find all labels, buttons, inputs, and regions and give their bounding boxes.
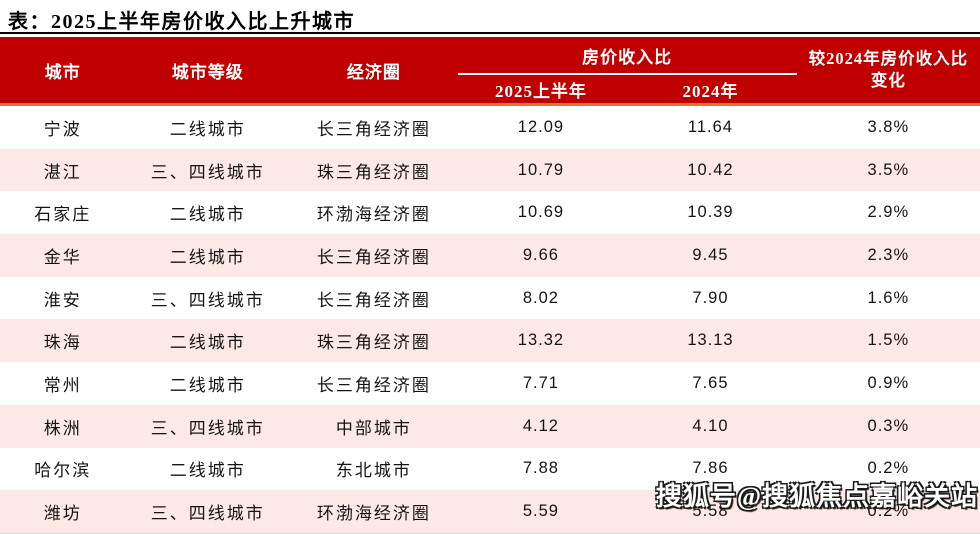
change-cell: 1.5% xyxy=(867,331,910,350)
region-cell: 长三角经济圈 xyxy=(316,290,431,310)
tier-cell: 三、四线城市 xyxy=(150,504,265,524)
region-cell: 珠三角经济圈 xyxy=(316,333,431,353)
city-cell: 潍坊 xyxy=(43,504,82,524)
region-cell: 长三角经济圈 xyxy=(316,247,431,267)
change-cell: 0.2% xyxy=(867,502,910,521)
region-cell: 东北城市 xyxy=(335,461,412,481)
change-cell: 2.9% xyxy=(867,203,910,222)
change-cell: 0.2% xyxy=(867,459,910,478)
change-cell: 3.5% xyxy=(867,160,910,179)
table-row: 宁波 二线城市 长三角经济圈 12.09 11.64 3.8% xyxy=(0,104,980,149)
ratio-2024-cell: 7.90 xyxy=(692,288,729,307)
tier-cell: 三、四线城市 xyxy=(150,418,265,438)
table-header: 城市 城市等级 经济圈 房价收入比 较2024年房价收入比变化 2025上半年 … xyxy=(0,37,980,106)
ratio-2024-cell: 11.64 xyxy=(687,117,733,136)
tier-cell: 二线城市 xyxy=(169,461,246,481)
region-cell: 环渤海经济圈 xyxy=(316,504,431,524)
ratio-2024-cell: 13.13 xyxy=(687,331,734,350)
tier-cell: 二线城市 xyxy=(169,119,246,139)
table-row: 金华 二线城市 长三角经济圈 9.66 9.45 2.3% xyxy=(0,234,980,277)
tier-cell: 二线城市 xyxy=(169,205,246,225)
tier-cell: 二线城市 xyxy=(169,247,246,267)
ratio-2025-cell: 12.09 xyxy=(517,117,565,136)
table-row: 珠海 二线城市 珠三角经济圈 13.32 13.13 1.5% xyxy=(0,319,980,363)
table-row: 常州 二线城市 长三角经济圈 7.71 7.65 0.9% xyxy=(0,362,980,405)
city-cell: 株洲 xyxy=(43,418,82,438)
city-cell: 常州 xyxy=(43,375,82,395)
watermark: 搜狐号@搜狐焦点嘉峪关站 xyxy=(655,482,978,511)
table-row: 湛江 三、四线城市 珠三角经济圈 10.79 10.42 3.5% xyxy=(0,148,980,192)
tier-cell: 二线城市 xyxy=(169,333,246,353)
tier-cell: 三、四线城市 xyxy=(150,162,265,182)
col-header-2024: 2024年 xyxy=(624,74,797,106)
region-cell: 珠三角经济圈 xyxy=(316,162,431,182)
tier-cell: 三、四线城市 xyxy=(150,290,265,310)
col-header-change: 较2024年房价收入比变化 xyxy=(796,37,980,106)
ratio-2025-cell: 9.66 xyxy=(522,245,559,264)
ratio-2025-cell: 8.02 xyxy=(522,288,559,307)
change-cell: 0.3% xyxy=(867,416,910,435)
city-cell: 金华 xyxy=(43,247,82,267)
city-cell: 哈尔滨 xyxy=(34,461,92,481)
col-header-tier: 城市等级 xyxy=(125,37,291,106)
change-cell: 3.8% xyxy=(867,117,910,136)
city-cell: 湛江 xyxy=(43,162,82,182)
page-title: 表：2025上半年房价收入比上升城市 xyxy=(8,11,355,33)
change-cell: 1.6% xyxy=(867,288,910,307)
ratio-2024-cell: 9.45 xyxy=(692,245,729,264)
city-cell: 淮安 xyxy=(43,290,82,310)
table-row: 哈尔滨 二线城市 东北城市 7.88 7.86 0.2% xyxy=(0,447,980,491)
ratio-2025-cell: 7.88 xyxy=(522,459,559,478)
ratio-2024-cell: 5.58 xyxy=(692,502,729,521)
ratio-2025-cell: 4.12 xyxy=(522,416,559,435)
ratio-2024-cell: 7.65 xyxy=(692,373,729,392)
ratio-2024-cell: 10.42 xyxy=(687,160,734,179)
table-row: 株洲 三、四线城市 中部城市 4.12 4.10 0.3% xyxy=(0,404,980,448)
city-cell: 宁波 xyxy=(43,119,82,139)
ratio-2024-cell: 7.86 xyxy=(692,459,729,478)
col-header-2025h1: 2025上半年 xyxy=(457,74,625,106)
table-row: 石家庄 二线城市 环渤海经济圈 10.69 10.39 2.9% xyxy=(0,191,980,235)
change-cell: 2.3% xyxy=(867,245,910,264)
ratio-2025-cell: 13.32 xyxy=(517,331,565,350)
tier-cell: 二线城市 xyxy=(169,375,246,395)
city-cell: 石家庄 xyxy=(34,205,92,225)
ratio-2025-cell: 5.59 xyxy=(522,502,559,521)
data-table: 城市 城市等级 经济圈 房价收入比 较2024年房价收入比变化 2025上半年 … xyxy=(0,37,980,533)
ratio-2025-cell: 10.69 xyxy=(517,203,565,222)
ratio-2025-cell: 10.79 xyxy=(517,160,565,179)
table-row: 淮安 三、四线城市 长三角经济圈 8.02 7.90 1.6% xyxy=(0,276,980,320)
city-cell: 珠海 xyxy=(43,333,82,353)
col-header-ratio-group: 房价收入比 xyxy=(457,37,797,75)
ratio-2024-cell: 4.10 xyxy=(692,416,729,435)
region-cell: 长三角经济圈 xyxy=(316,375,431,395)
region-cell: 中部城市 xyxy=(335,418,412,438)
change-cell: 0.9% xyxy=(867,373,910,392)
col-header-region: 经济圈 xyxy=(290,37,458,106)
ratio-2025-cell: 7.71 xyxy=(522,373,559,392)
table-container: 城市 城市等级 经济圈 房价收入比 较2024年房价收入比变化 2025上半年 … xyxy=(0,32,980,534)
region-cell: 长三角经济圈 xyxy=(316,119,431,139)
ratio-2024-cell: 10.39 xyxy=(687,203,734,222)
col-header-city: 城市 xyxy=(0,37,126,106)
table-body: 宁波 二线城市 长三角经济圈 12.09 11.64 3.8% 湛江 三、四线城市 珠三角经济圈… xyxy=(0,104,980,533)
region-cell: 环渤海经济圈 xyxy=(316,205,431,225)
